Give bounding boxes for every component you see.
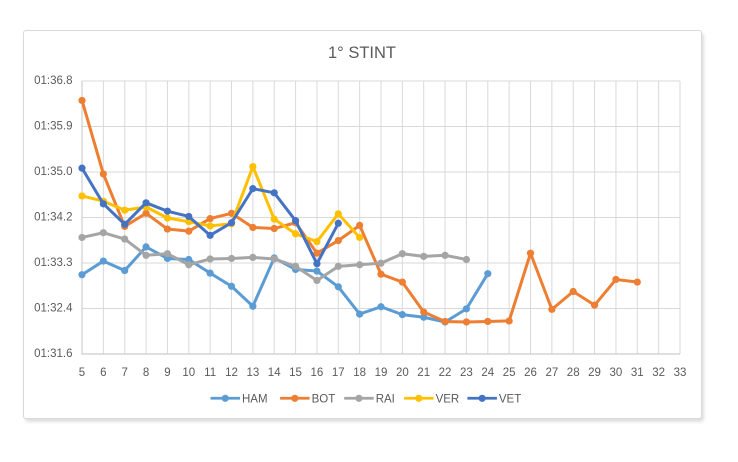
svg-text:10: 10 xyxy=(182,367,195,379)
svg-text:1° STINT: 1° STINT xyxy=(328,44,396,62)
svg-text:13: 13 xyxy=(246,367,259,379)
svg-text:9: 9 xyxy=(164,367,170,379)
svg-text:18: 18 xyxy=(353,367,366,379)
svg-text:32: 32 xyxy=(652,367,665,379)
svg-text:BOT: BOT xyxy=(312,394,336,406)
svg-text:27: 27 xyxy=(545,367,558,379)
svg-text:15: 15 xyxy=(289,367,302,379)
svg-text:29: 29 xyxy=(588,367,601,379)
svg-text:7: 7 xyxy=(122,367,128,379)
svg-text:5: 5 xyxy=(79,367,85,379)
svg-text:28: 28 xyxy=(567,367,580,379)
svg-text:17: 17 xyxy=(332,367,345,379)
svg-text:33: 33 xyxy=(674,367,687,379)
svg-text:14: 14 xyxy=(268,367,281,379)
svg-text:31: 31 xyxy=(631,367,644,379)
svg-text:19: 19 xyxy=(375,367,388,379)
svg-text:11: 11 xyxy=(204,367,216,379)
svg-text:01:35.9: 01:35.9 xyxy=(34,121,72,133)
svg-text:30: 30 xyxy=(610,367,623,379)
svg-text:VET: VET xyxy=(499,394,521,406)
svg-text:01:31.6: 01:31.6 xyxy=(34,348,72,360)
svg-text:26: 26 xyxy=(524,367,537,379)
svg-text:21: 21 xyxy=(417,367,430,379)
svg-text:01:32.4: 01:32.4 xyxy=(34,303,73,315)
svg-text:HAM: HAM xyxy=(242,394,268,406)
svg-text:23: 23 xyxy=(460,367,473,379)
svg-text:24: 24 xyxy=(481,367,494,379)
svg-text:01:34.2: 01:34.2 xyxy=(34,212,72,224)
svg-text:01:36.8: 01:36.8 xyxy=(34,75,72,87)
svg-text:6: 6 xyxy=(100,367,106,379)
svg-text:22: 22 xyxy=(439,367,452,379)
svg-text:25: 25 xyxy=(503,367,516,379)
svg-text:VER: VER xyxy=(436,394,460,406)
svg-text:RAI: RAI xyxy=(376,394,395,406)
svg-text:01:35.0: 01:35.0 xyxy=(34,166,72,178)
svg-text:20: 20 xyxy=(396,367,409,379)
svg-text:16: 16 xyxy=(311,367,324,379)
svg-text:8: 8 xyxy=(143,367,149,379)
svg-text:12: 12 xyxy=(225,367,238,379)
svg-text:01:33.3: 01:33.3 xyxy=(34,257,72,269)
